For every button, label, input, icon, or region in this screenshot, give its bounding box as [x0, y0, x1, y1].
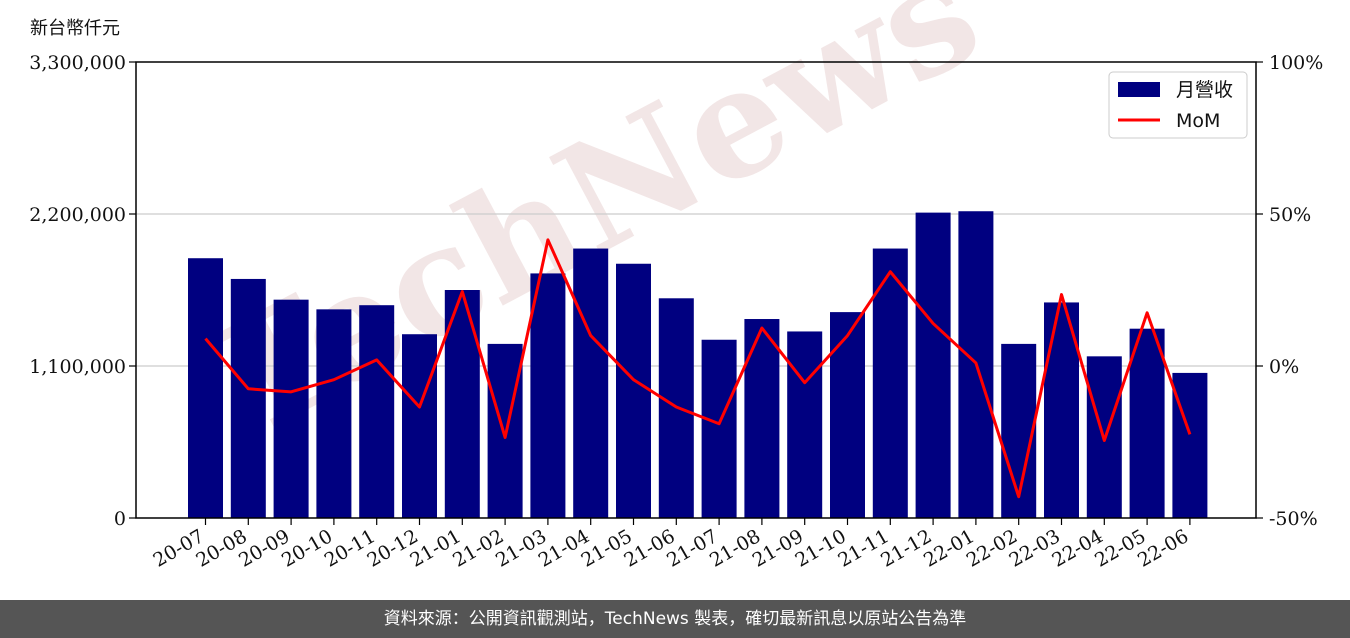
bar-21-12 [915, 212, 951, 519]
bar-20-09 [273, 299, 309, 518]
y-left-tick-label: 3,300,000 [29, 52, 126, 74]
bar-21-03 [530, 273, 566, 518]
bar-21-05 [616, 263, 651, 518]
y-right-tick-label: 100% [1269, 52, 1323, 74]
y-left-tick-label: 2,200,000 [29, 204, 126, 226]
bar-20-12 [402, 334, 437, 518]
bar-22-06 [1172, 372, 1208, 518]
mom-line [204, 238, 1192, 499]
y-left-tick-label: 1,100,000 [29, 356, 126, 378]
legend-label-bar: 月營收 [1176, 79, 1233, 101]
legend-label-line: MoM [1176, 110, 1220, 132]
y-axis-unit-label: 新台幣仟元 [30, 18, 120, 39]
y-left-tick-label: 0 [114, 508, 126, 530]
y-right-tick-label: 50% [1269, 204, 1311, 226]
plot-frame [135, 61, 1257, 519]
bar-20-08 [230, 278, 266, 518]
y-right-tick-label: 0% [1269, 356, 1299, 378]
chart-svg: TechNews01,100,0002,200,0003,300,000-50%… [29, 0, 1323, 572]
chart-area: 新台幣仟元 TechNews 0 1,100,000 2,200,000 3,300,0… [29, 0, 1323, 572]
legend-swatch-bar [1118, 82, 1160, 97]
bar-21-10 [830, 312, 865, 518]
x-tick-label: 22-06 [1134, 525, 1192, 571]
bar-20-10 [316, 309, 352, 518]
bar-21-04 [573, 248, 609, 518]
y-right-tick-label: -50% [1269, 508, 1318, 530]
bar-21-07 [701, 339, 737, 518]
bar-20-07 [188, 258, 223, 518]
bar-22-05 [1129, 328, 1165, 518]
bar-20-11 [359, 305, 395, 518]
bar-21-09 [787, 331, 823, 518]
source-footer: 資料來源：公開資訊觀測站，TechNews 製表，確切最新訊息以原站公告為準 [0, 600, 1350, 638]
bar-22-02 [1001, 343, 1037, 518]
bar-21-11 [872, 248, 908, 518]
bar-21-08 [744, 319, 780, 518]
